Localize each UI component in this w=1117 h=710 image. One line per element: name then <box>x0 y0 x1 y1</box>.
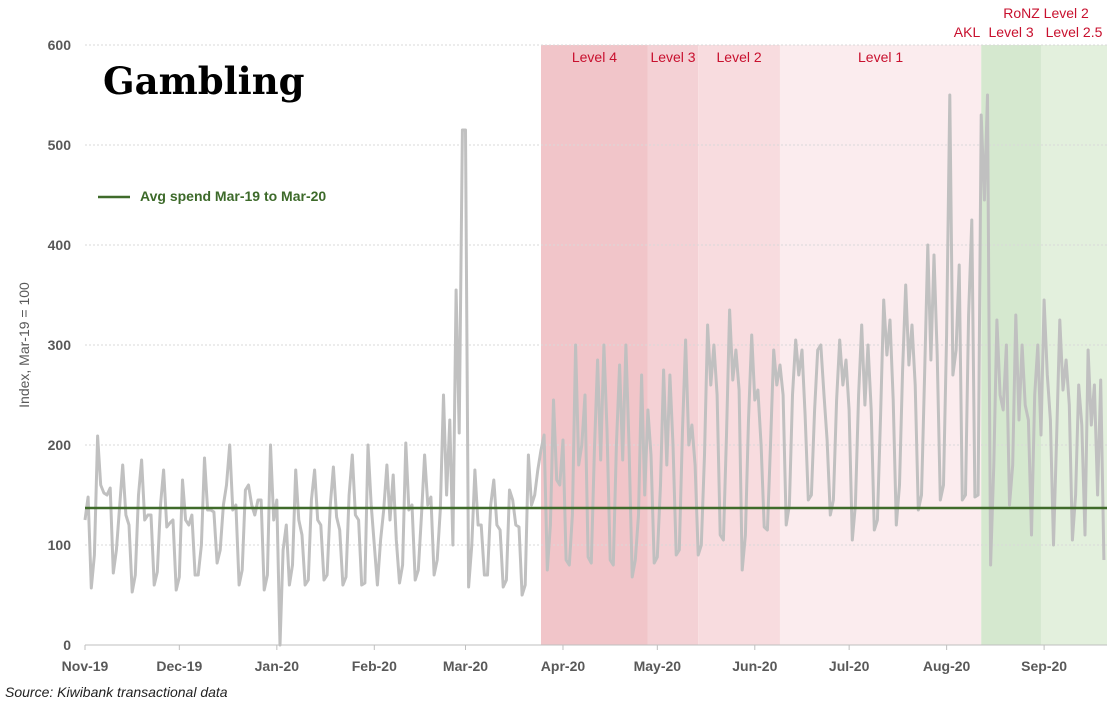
y-tick-label: 0 <box>63 637 71 653</box>
region-label: Level 2 <box>717 49 762 65</box>
x-tick-label: Feb-20 <box>352 658 397 674</box>
region-label: Level 2.5 <box>1046 24 1103 40</box>
x-tick-label: Apr-20 <box>541 658 586 674</box>
x-tick-label: Dec-19 <box>156 658 202 674</box>
y-axis-label: Index, Mar-19 = 100 <box>16 282 32 408</box>
y-tick-label: 400 <box>48 237 72 253</box>
x-tick-label: Sep-20 <box>1021 658 1067 674</box>
x-tick-label: Nov-19 <box>62 658 109 674</box>
y-tick-label: 500 <box>48 137 72 153</box>
y-tick-label: 600 <box>48 37 72 53</box>
x-tick-label: Jan-20 <box>255 658 300 674</box>
region-label: Level 3 <box>650 49 695 65</box>
y-tick-label: 100 <box>48 537 72 553</box>
x-tick-label: Jun-20 <box>732 658 777 674</box>
y-tick-label: 200 <box>48 437 72 453</box>
chart-title: Gambling <box>103 59 304 103</box>
series-layer <box>83 93 1107 647</box>
x-tick-label: Aug-20 <box>923 658 971 674</box>
x-tick-label: Jul-20 <box>829 658 870 674</box>
region-label: Level 1 <box>858 49 903 65</box>
y-axis-ticks: 0 100 200 300 400 500 600 <box>48 37 72 653</box>
x-tick-label: Mar-20 <box>443 658 488 674</box>
daily-spend-line <box>83 93 1106 647</box>
x-tick-label: May-20 <box>634 658 682 674</box>
y-tick-label: 300 <box>48 337 72 353</box>
region-label: Level 4 <box>572 49 617 65</box>
top-annotation: RoNZ Level 2 <box>1003 5 1089 21</box>
source-note: Source: Kiwibank transactional data <box>5 684 228 700</box>
region-label: Level 3 <box>989 24 1034 40</box>
akl-label: AKL <box>954 24 981 40</box>
x-axis-ticks: Nov-19 Dec-19 Jan-20 Feb-20 Mar-20 Apr-20 May-… <box>62 645 1067 674</box>
legend-label: Avg spend Mar-19 to Mar-20 <box>140 188 326 204</box>
alert-level-regions: Level 4 Level 3 Level 2 Level 1 Level 3 Level… <box>540 24 1107 645</box>
